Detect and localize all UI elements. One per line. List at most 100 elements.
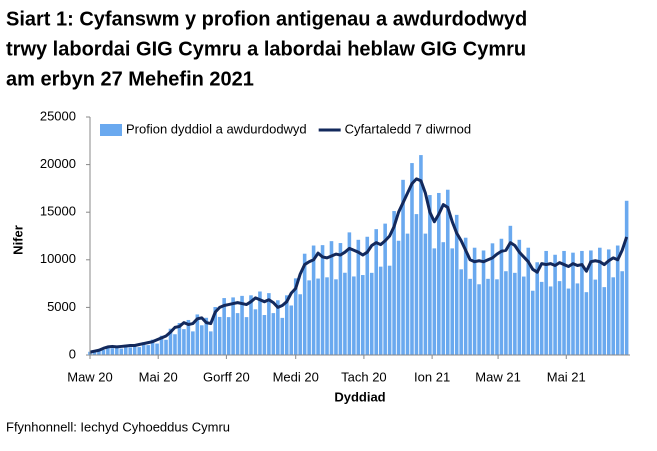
bar <box>544 250 548 355</box>
bar <box>159 335 164 355</box>
bar <box>168 328 173 355</box>
bar <box>320 245 325 355</box>
x-tick-label: Ion 21 <box>414 369 450 384</box>
bar <box>517 239 522 355</box>
bar <box>222 298 226 355</box>
bar <box>249 295 253 355</box>
x-tick-label: Mai 20 <box>139 369 178 384</box>
bar <box>141 342 146 355</box>
bar <box>423 233 428 355</box>
bar <box>513 272 517 355</box>
bar <box>231 297 235 355</box>
line <box>89 177 629 354</box>
bar <box>459 269 463 355</box>
bar <box>472 247 477 355</box>
x-tick-label: Maw 21 <box>475 369 521 384</box>
bar <box>405 233 410 355</box>
bar <box>280 317 285 355</box>
bar <box>575 283 580 355</box>
bar <box>468 278 472 355</box>
bar <box>101 349 106 355</box>
bar <box>302 253 307 355</box>
bar <box>155 343 159 355</box>
bar <box>392 211 396 355</box>
bar <box>208 331 213 355</box>
bar <box>553 254 557 355</box>
bar <box>132 344 137 355</box>
bar <box>352 276 356 355</box>
y-tick-label: 25000 <box>40 108 76 123</box>
x-tick-label: Medi 20 <box>273 369 319 384</box>
bar <box>620 271 624 355</box>
bar <box>177 323 182 355</box>
bar <box>276 300 280 355</box>
source-note: Ffynhonnell: Iechyd Cyhoeddus Cymru <box>6 419 230 434</box>
x-tick-label: Gorff 20 <box>203 369 250 384</box>
bar <box>557 281 562 355</box>
bar <box>311 245 316 355</box>
bar <box>298 294 302 355</box>
bar <box>204 317 209 355</box>
bar <box>584 292 589 355</box>
bar <box>325 277 329 355</box>
bar <box>566 288 571 355</box>
bar <box>338 243 343 355</box>
legend-label: Profion dyddiol a awdurdodwyd <box>126 121 307 136</box>
bar <box>580 250 584 355</box>
bar <box>530 290 535 355</box>
bar <box>378 266 383 355</box>
bar <box>611 277 616 355</box>
bar <box>428 195 432 355</box>
bar <box>361 275 365 355</box>
bar <box>481 250 486 355</box>
x-tick-label: Maw 20 <box>67 369 113 384</box>
bar <box>97 349 101 355</box>
bar <box>92 351 97 355</box>
bar <box>289 305 294 355</box>
bar <box>123 344 128 355</box>
bar <box>387 265 392 355</box>
bar <box>369 272 374 355</box>
bar <box>445 189 450 355</box>
bar <box>173 334 177 355</box>
bar <box>186 319 191 355</box>
bar <box>191 331 195 355</box>
x-tick-label: Tach 20 <box>341 369 387 384</box>
bar <box>598 247 602 355</box>
chart-title: Siart 1: Cyfanswm y profion antigenau a … <box>6 8 527 30</box>
bar <box>562 250 566 355</box>
x-axis-label: Dyddiad <box>334 389 385 404</box>
bar <box>589 250 593 355</box>
bar <box>137 347 141 355</box>
bar <box>419 155 423 355</box>
bar <box>365 236 370 355</box>
bar <box>284 295 289 355</box>
bar <box>463 237 468 355</box>
bar <box>200 325 204 355</box>
bar <box>119 348 124 355</box>
x-tick-label: Mai 21 <box>547 369 586 384</box>
bar <box>548 286 553 355</box>
bar <box>508 225 513 355</box>
bar <box>490 243 495 355</box>
bar <box>316 278 320 355</box>
bar <box>410 163 414 355</box>
bar <box>606 249 611 355</box>
bar <box>615 245 620 355</box>
bar <box>195 314 200 355</box>
bar <box>401 179 405 355</box>
y-tick-label: 10000 <box>40 251 76 266</box>
bar <box>106 345 110 355</box>
bar <box>347 232 352 355</box>
bar <box>454 214 459 355</box>
bar <box>432 248 437 355</box>
bar <box>571 252 575 355</box>
bar <box>504 271 508 355</box>
bar <box>244 317 249 355</box>
bar <box>495 279 499 355</box>
bar <box>343 272 347 355</box>
bar <box>329 241 334 355</box>
bar <box>383 223 387 355</box>
bar <box>271 313 276 355</box>
